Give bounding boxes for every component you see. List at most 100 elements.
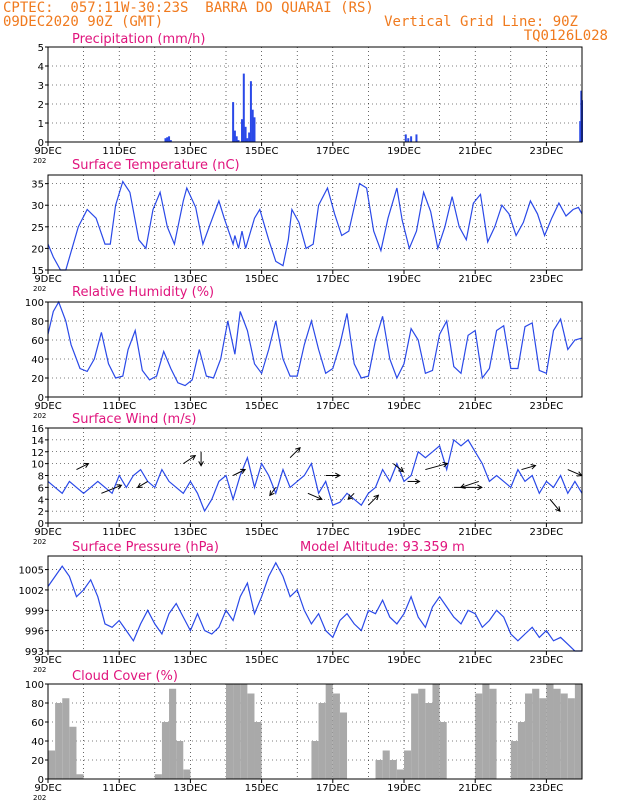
panel-5: Cloud Cover (%) 0 20 40 60 80 100 9DEC 11DEC 13DE…: [25, 669, 583, 800]
x-tick-label: 15DEC: [245, 527, 279, 538]
panel-title: Precipitation (mm/h): [72, 32, 205, 47]
x-tick-year-fragment: 202: [33, 666, 46, 674]
x-tick-label: 11DEC: [102, 274, 136, 285]
x-tick-label: 23DEC: [530, 783, 564, 794]
precip-bar: [169, 140, 172, 142]
wind-arrow-head: [116, 484, 123, 490]
y-tick-label: 2: [38, 507, 44, 518]
cloud-bar: [517, 722, 526, 779]
plot-frame: [47, 683, 583, 780]
cloud-bar: [161, 722, 170, 779]
cloud-bar: [389, 760, 397, 779]
cloud-bar: [553, 688, 561, 779]
y-tick-label: 0: [38, 775, 44, 786]
panel-title: Relative Humidity (%): [72, 285, 214, 300]
y-tick-label: 10: [31, 460, 44, 471]
plot-frame: [47, 174, 583, 271]
x-tick-label: 11DEC: [102, 401, 136, 412]
x-tick-label: 15DEC: [245, 274, 279, 285]
wind-arrow-head: [459, 483, 466, 489]
header-model-id: TQ0126L028: [523, 28, 608, 44]
x-tick-label: 23DEC: [530, 146, 564, 157]
x-tick-label: 21DEC: [458, 783, 492, 794]
wind-arrow: [393, 463, 404, 473]
y-tick-label: 8: [38, 472, 44, 483]
cloud-bar: [311, 741, 319, 779]
y-tick-label: 3: [38, 81, 44, 92]
cloud-bar: [489, 688, 497, 779]
cloud-bar: [574, 684, 582, 779]
panel-title: Surface Wind (m/s): [72, 412, 196, 427]
series-line: [47, 561, 582, 652]
wind-arrow: [521, 465, 536, 471]
wind-arrow-head: [373, 494, 380, 501]
x-tick-label: 9DEC: [34, 527, 61, 538]
header-date: 09DEC2020 90Z (GMT): [3, 14, 164, 30]
wind-arrow: [307, 492, 323, 500]
series-line: [47, 180, 583, 271]
y-tick-label: 80: [31, 699, 44, 710]
y-tick-label: 1005: [19, 566, 44, 577]
header-grid-note: Vertical Grid Line: 90Z: [384, 14, 578, 30]
panel-2: Relative Humidity (%) 0 20 40 60 80 100 9DEC 11D…: [25, 285, 583, 420]
precip-bar: [415, 134, 418, 142]
x-tick-label: 9DEC: [34, 401, 61, 412]
cloud-bar: [375, 760, 383, 779]
y-tick-label: 20: [31, 374, 44, 385]
y-tick-label: 0: [38, 393, 44, 404]
precip-bar: [253, 117, 256, 142]
x-tick-label: 13DEC: [174, 274, 208, 285]
x-tick-label: 15DEC: [245, 146, 279, 157]
cloud-bar: [226, 684, 234, 779]
y-tick-label: 15: [31, 266, 44, 277]
wind-arrow: [460, 480, 479, 488]
y-tick-label: 999: [25, 606, 44, 617]
cloud-bar: [382, 750, 390, 779]
y-tick-label: 16: [31, 424, 44, 435]
wind-arrow: [368, 494, 379, 506]
y-tick-label: 100: [25, 680, 44, 691]
y-tick-label: 1002: [19, 586, 44, 597]
y-tick-label: 30: [31, 201, 44, 212]
cloud-bar: [339, 712, 348, 779]
wind-arrow-head: [335, 472, 341, 479]
x-tick-label: 21DEC: [458, 146, 492, 157]
wind-arrow-head: [530, 463, 537, 470]
precip-bar: [404, 134, 407, 142]
wind-arrow: [425, 463, 448, 471]
x-tick-label: 9DEC: [34, 146, 61, 157]
precip-bar: [237, 140, 240, 142]
cloud-bar: [247, 693, 255, 779]
cloud-bar: [411, 693, 419, 779]
x-tick-label: 17DEC: [316, 274, 350, 285]
cloud-bar: [539, 698, 547, 779]
cloud-bar: [183, 769, 191, 779]
x-tick-label: 13DEC: [174, 527, 208, 538]
precip-bar: [579, 121, 582, 142]
cloud-bar: [532, 688, 540, 779]
wind-arrow: [269, 487, 277, 496]
wind-arrow: [347, 492, 355, 500]
cloud-bar: [325, 684, 333, 779]
cloud-bar: [404, 750, 412, 779]
x-tick-label: 17DEC: [316, 783, 350, 794]
x-tick-label: 15DEC: [245, 783, 279, 794]
precip-bar: [410, 136, 413, 142]
precip-bar: [168, 136, 171, 142]
x-tick-label: 13DEC: [174, 783, 208, 794]
cloud-bar: [418, 688, 426, 779]
x-tick-year-fragment: 202: [33, 794, 46, 800]
series-line: [47, 438, 583, 513]
wind-arrow-head: [269, 490, 275, 497]
wind-arrow-head: [398, 466, 405, 473]
wind-arrow-head: [477, 484, 483, 491]
cloud-bar: [240, 684, 248, 779]
cloud-bar: [567, 698, 575, 779]
panel-title: Cloud Cover (%): [72, 669, 178, 684]
x-tick-label: 15DEC: [245, 401, 279, 412]
x-tick-label: 11DEC: [102, 527, 136, 538]
x-tick-label: 13DEC: [174, 401, 208, 412]
precip-bar: [233, 130, 236, 142]
y-tick-label: 2: [38, 100, 44, 111]
